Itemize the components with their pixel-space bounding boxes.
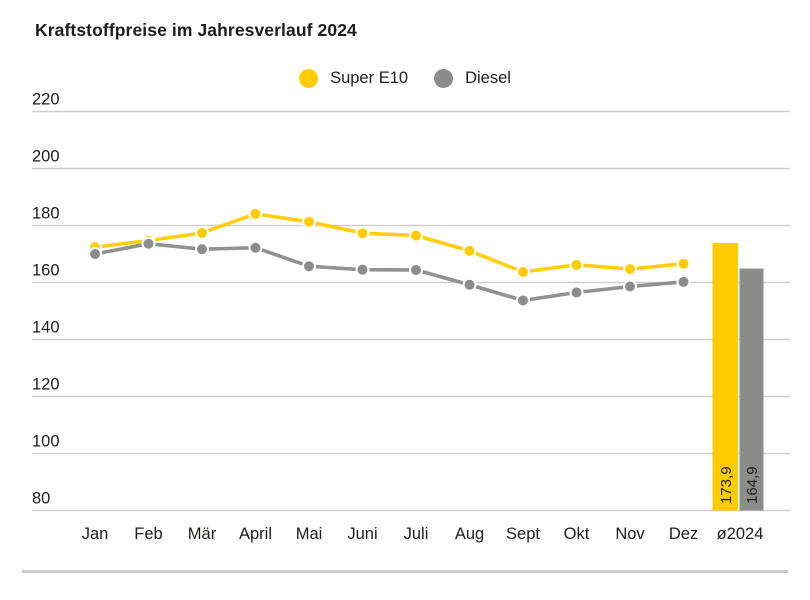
x-axis-label: Mär (188, 525, 217, 543)
diesel-point (462, 277, 477, 292)
y-axis-tick-label: 80 (32, 490, 50, 508)
legend-dot-super-e10-icon (299, 68, 319, 88)
y-axis-tick-label: 180 (32, 205, 60, 223)
diesel-point (676, 274, 691, 289)
x-axis-label-average: ø2024 (717, 525, 764, 543)
super-e10-point (409, 228, 423, 243)
y-axis-tick-label: 220 (32, 91, 60, 109)
diesel-point (623, 279, 637, 294)
diesel-average-bar-label: 164,9 (744, 466, 761, 504)
x-axis-label: Aug (455, 525, 484, 543)
diesel-point (569, 285, 584, 300)
diesel-point (195, 242, 209, 257)
chart-legend: Super E10 Diesel (0, 66, 810, 90)
y-axis-tick-label: 140 (32, 319, 60, 337)
super-e10-point (569, 257, 584, 272)
y-axis-tick-label: 100 (32, 433, 60, 451)
legend-item-super-e10: Super E10 (299, 68, 409, 88)
x-axis-label: April (239, 525, 272, 543)
legend-dot-diesel-icon (434, 68, 454, 88)
super-e10-point (248, 206, 263, 221)
chart-title: Kraftstoffpreise im Jahresverlauf 2024 (35, 20, 357, 40)
diesel-line (94, 241, 684, 303)
legend-label-super-e10: Super E10 (330, 68, 409, 87)
diesel-point (88, 247, 102, 261)
super-e10-average-bar (712, 242, 738, 511)
super-e10-point (516, 264, 530, 279)
legend-label-diesel: Diesel (465, 68, 511, 87)
diesel-point (248, 240, 263, 255)
super-e10-point (302, 214, 316, 229)
x-axis-label: Feb (134, 525, 162, 543)
x-axis-label: Mai (296, 525, 323, 543)
y-axis-tick-label: 200 (32, 148, 60, 166)
x-axis-label: Dez (669, 525, 698, 543)
super-e10-point (355, 226, 370, 241)
diesel-average-bar (739, 268, 764, 511)
diesel-point (516, 293, 530, 308)
super-e10-point (676, 256, 691, 271)
legend-item-diesel: Diesel (434, 68, 511, 88)
y-axis-tick-label: 160 (32, 262, 60, 280)
super-e10-point (623, 262, 637, 277)
diesel-point (355, 262, 370, 277)
x-axis-label: Juli (404, 525, 429, 543)
super-e10-point (195, 225, 209, 240)
x-axis-label: Nov (615, 525, 645, 543)
diesel-point (409, 262, 423, 277)
diesel-point (141, 236, 156, 251)
x-axis-label: Okt (564, 525, 590, 543)
super-e10-point (462, 243, 477, 258)
footer-divider (22, 570, 788, 573)
y-axis-tick-label: 120 (32, 376, 60, 394)
super-e10-line (94, 211, 684, 274)
super-e10-average-bar-label: 173,9 (718, 466, 735, 504)
x-axis-label: Sept (506, 525, 540, 543)
diesel-point (302, 259, 316, 274)
x-axis-label: Jan (82, 525, 109, 543)
x-axis-label: Juni (347, 525, 377, 543)
